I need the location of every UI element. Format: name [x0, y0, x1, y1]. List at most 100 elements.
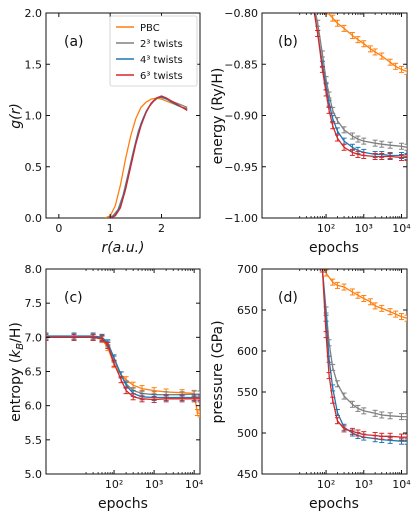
data-point — [334, 117, 340, 125]
data-point — [179, 395, 185, 403]
x-tick-label: 1 — [107, 222, 114, 235]
y-tick-label: 600 — [237, 345, 258, 358]
data-point — [355, 429, 361, 437]
panel-label: (c) — [64, 290, 83, 306]
data-point — [404, 67, 407, 75]
data-point — [372, 153, 378, 160]
data-point — [361, 407, 367, 415]
y-tick-label: 7.0 — [25, 331, 43, 344]
data-point — [341, 143, 347, 151]
x-axis-label: epochs — [309, 240, 359, 256]
data-point — [334, 134, 340, 142]
data-point — [330, 122, 336, 130]
data-point — [105, 342, 111, 350]
data-point — [341, 425, 347, 433]
data-point — [393, 62, 399, 70]
data-point — [118, 376, 124, 384]
data-point — [355, 404, 361, 412]
series-line-tw4 — [109, 96, 188, 218]
y-axis-label: entropy (kB/H) — [8, 322, 26, 422]
y-tick-label: 5.0 — [25, 468, 43, 481]
y-axis-label: pressure (GPa) — [210, 320, 226, 423]
y-tick-label: 2.0 — [25, 7, 43, 20]
data-point — [349, 132, 355, 140]
y-tick-label: 7.5 — [25, 297, 43, 310]
y-tick-label: −0.80 — [224, 7, 258, 20]
panel-label: (d) — [278, 290, 298, 306]
data-point — [379, 52, 385, 60]
data-point — [379, 140, 385, 148]
y-tick-label: −1.00 — [224, 212, 258, 225]
data-point — [398, 433, 404, 441]
y-axis-label: energy (Ry/H) — [210, 68, 226, 165]
data-point — [71, 333, 77, 341]
legend-label-2-twists: 2³ twists — [140, 39, 183, 50]
data-point — [334, 380, 340, 388]
series-line-pbc — [46, 336, 200, 415]
data-point — [387, 308, 393, 316]
y-tick-label: 5.5 — [25, 434, 43, 447]
x-tick-label: 10² — [317, 478, 335, 491]
data-point — [387, 153, 393, 160]
data-point — [99, 335, 105, 343]
data-point — [315, 30, 321, 37]
x-axis-label: r(a.u.) — [101, 240, 144, 256]
data-point — [46, 333, 49, 341]
data-point — [319, 65, 325, 73]
series-line-tw6 — [313, 13, 407, 159]
data-point — [330, 396, 336, 404]
data-point — [197, 410, 200, 418]
data-point — [372, 431, 378, 439]
data-point — [361, 137, 367, 145]
data-point — [404, 433, 407, 441]
data-point — [139, 395, 145, 403]
data-point — [197, 395, 200, 403]
data-point — [361, 295, 367, 303]
series-line-tw6 — [321, 269, 407, 438]
x-tick-label: 10⁴ — [392, 478, 411, 491]
y-tick-label: 500 — [237, 427, 258, 440]
data-point — [372, 48, 378, 56]
data-point — [404, 153, 407, 160]
data-point — [334, 417, 340, 425]
y-tick-label: 8.0 — [25, 263, 43, 276]
data-point — [398, 142, 404, 150]
data-point — [372, 139, 378, 147]
data-point — [111, 359, 117, 367]
series-line-tw2 — [314, 13, 407, 148]
x-tick-label: 10² — [105, 478, 123, 491]
data-point — [398, 413, 404, 421]
x-tick-label: 0 — [55, 222, 62, 235]
series-line-tw2 — [107, 96, 188, 218]
data-point — [404, 437, 407, 445]
x-tick-label: 2 — [158, 222, 165, 235]
legend-label-4-twists: 4³ twists — [140, 55, 183, 66]
data-point — [355, 291, 361, 299]
x-tick-label: 10³ — [355, 478, 373, 491]
data-point — [46, 332, 49, 340]
series-line-pbc — [327, 13, 407, 73]
legend: PBC 2³ twists 4³ twists 6³ twists — [109, 15, 198, 87]
data-point — [379, 411, 385, 419]
data-point — [372, 409, 378, 417]
data-point — [355, 135, 361, 143]
data-point — [123, 387, 129, 395]
data-point — [387, 412, 393, 420]
data-point — [197, 393, 200, 401]
data-point — [90, 333, 96, 341]
x-tick-label: 10⁴ — [392, 222, 411, 235]
data-point — [379, 304, 385, 312]
legend-label-6-twists: 6³ twists — [140, 71, 183, 82]
data-point — [393, 310, 399, 318]
data-point — [404, 154, 407, 162]
data-point — [341, 283, 347, 291]
data-point — [330, 278, 336, 286]
y-tick-label: 650 — [237, 304, 258, 317]
panel-label: (a) — [64, 34, 84, 50]
data-point — [323, 314, 329, 322]
data-point — [398, 65, 404, 73]
series-line-tw6 — [46, 336, 200, 401]
y-tick-label: 1.5 — [25, 58, 43, 71]
data-point — [387, 432, 393, 440]
series-line-pbc — [104, 97, 188, 218]
